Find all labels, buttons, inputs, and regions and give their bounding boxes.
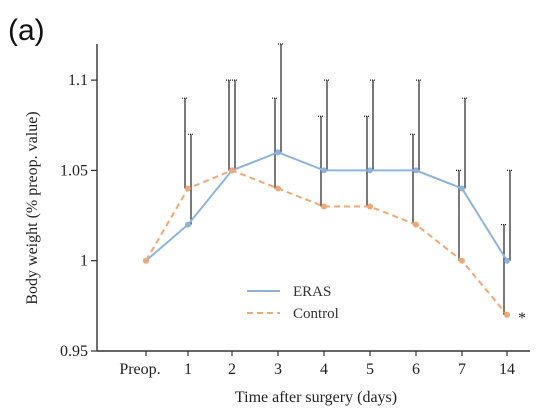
y-tick-label: 1.1 [68,72,88,89]
x-tick-label: 7 [458,361,466,378]
data-point-eras [459,185,465,192]
legend-label-eras: ERAS [293,284,331,300]
x-tick-label: 5 [366,361,374,378]
x-tick-label: 4 [320,361,328,378]
data-point-eras [321,167,327,174]
legend-label-control: Control [293,306,339,322]
data-point-control [459,257,465,264]
significance-marker: * [518,310,526,327]
series-markers [143,149,510,318]
series-line-control [145,169,508,316]
data-point-eras [504,257,510,264]
x-tick-label: 2 [228,361,236,378]
y-tick-label: 1 [80,253,88,270]
data-point-eras [367,167,373,174]
error-bars [182,43,513,315]
x-tick-label: 6 [412,361,420,378]
y-tick-label: 0.95 [60,343,88,360]
x-tick-label: 14 [499,361,515,378]
data-point-control [413,221,419,228]
data-point-eras [185,221,191,228]
legend: ERAS Control [247,284,339,322]
data-point-control [275,185,281,192]
data-point-control [321,203,327,210]
y-tick-label: 1.05 [60,162,88,179]
data-point-control [185,185,191,192]
y-axis-label: Body weight (% preop. value) [24,111,41,304]
x-tick-label: 3 [274,361,282,378]
x-tick-label: Preop. [119,361,160,378]
data-point-eras [275,149,281,156]
x-tick-label: 1 [184,361,192,378]
axes: 0.95 1 1.05 1.1 Preop. 1 2 3 4 5 6 7 14 [60,44,530,378]
x-axis-label: Time after surgery (days) [235,389,397,406]
annotations: * [518,310,526,327]
data-point-control [504,311,510,318]
data-point-control [143,257,149,264]
data-point-eras [413,167,419,174]
data-point-control [367,203,373,210]
panel-label: (a) [8,14,45,47]
data-point-control [229,167,235,174]
